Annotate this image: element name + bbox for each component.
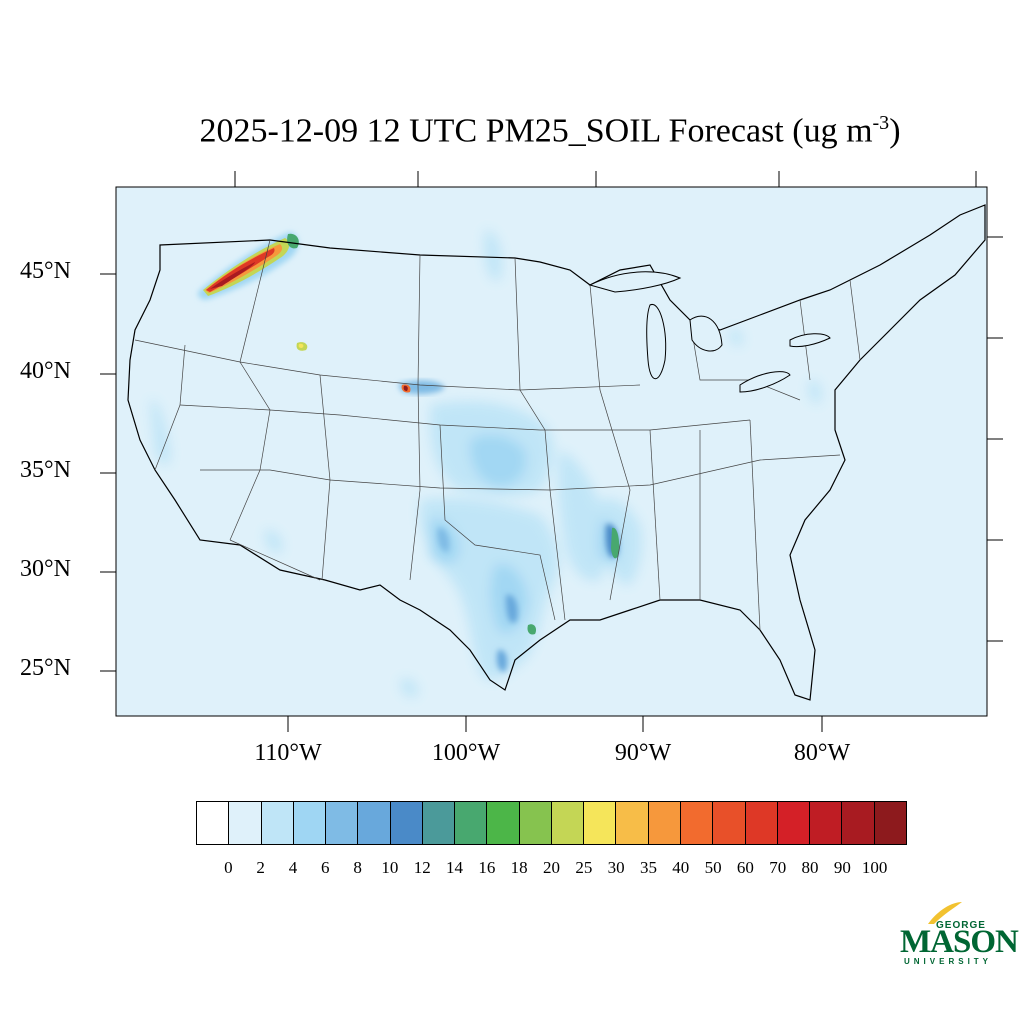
- colorbar-swatch: [584, 802, 617, 844]
- colorbar-label: 0: [224, 858, 233, 877]
- colorbar-label: 16: [478, 858, 496, 877]
- colorbar-swatch: [745, 802, 778, 844]
- gmu-logo: GEORGE MASON UNIVERSITY: [896, 900, 1019, 970]
- title-text: 2025-12-09 12 UTC PM25_SOIL Forecast (ug…: [199, 112, 873, 150]
- colorbar-swatch: [261, 802, 294, 844]
- colorbar-label: 50: [704, 858, 722, 877]
- title-close: ): [889, 112, 901, 150]
- colorbar-swatch: [713, 802, 746, 844]
- colorbar-swatch: [197, 802, 230, 844]
- colorbar-swatch: [519, 802, 552, 844]
- colorbar-label: 35: [639, 858, 657, 877]
- colorbar-swatch: [810, 802, 843, 844]
- hotspot-se-texas: [527, 624, 537, 635]
- colorbar-swatch: [229, 802, 262, 844]
- colorbar-swatch: [293, 802, 327, 844]
- colorbar-swatch: [648, 802, 681, 844]
- colorbar-swatch: [551, 802, 585, 844]
- colorbar-label: 14: [446, 858, 464, 877]
- colorbar-label: 10: [381, 858, 399, 877]
- colorbar-label: 100: [861, 858, 888, 877]
- lon-label-90w: 90°W: [614, 740, 672, 766]
- colorbar-label: 90: [833, 858, 851, 877]
- logo-george: GEORGE: [936, 920, 986, 931]
- colorbar-label: 12: [413, 858, 431, 877]
- logo-university: UNIVERSITY: [904, 957, 993, 966]
- lon-label-80w: 80°W: [793, 740, 851, 766]
- colorbar-label: 60: [736, 858, 754, 877]
- lat-label-30: 30°N: [20, 556, 71, 582]
- colorbar-swatch: [874, 802, 906, 844]
- state-boundaries: [134, 239, 861, 631]
- colorbar-swatch: [777, 802, 811, 844]
- lon-label-100w: 100°W: [431, 740, 501, 766]
- colorbar-swatch: [422, 802, 456, 844]
- lat-label-45: 45°N: [20, 258, 71, 284]
- colorbar-label: 70: [769, 858, 787, 877]
- colorbar-swatch: [358, 802, 391, 844]
- colorbar-swatch: [616, 802, 649, 844]
- title-superscript: -3: [872, 112, 890, 134]
- colorbar-label: 4: [288, 858, 298, 877]
- colorbar-label: 30: [607, 858, 625, 877]
- hotspot-mississippi-delta: [611, 527, 620, 559]
- lat-label-25: 25°N: [20, 655, 71, 681]
- colorbar-label: 20: [543, 858, 560, 877]
- lat-label-40: 40°N: [20, 358, 71, 384]
- colorbar-label: 2: [256, 858, 265, 877]
- hotspot-northwest-plume: [197, 232, 299, 300]
- colorbar-label: 25: [575, 858, 593, 877]
- colorbar-swatch: [842, 802, 875, 844]
- colorbar-swatch: [487, 802, 520, 844]
- colorbar-label: 6: [321, 858, 330, 877]
- colorbar-label: 18: [510, 858, 528, 877]
- colorbar-swatch: [455, 802, 488, 844]
- colorbar-label: 80: [801, 858, 819, 877]
- page-title: 2025-12-09 12 UTC PM25_SOIL Forecast (ug…: [0, 112, 1024, 150]
- colorbar: [196, 801, 907, 845]
- colorbar-label: 8: [353, 858, 362, 877]
- lon-label-110w: 110°W: [254, 740, 322, 766]
- great-lakes: [588, 271, 831, 393]
- logo-mason: MASON: [900, 924, 1019, 960]
- lat-label-35: 35°N: [20, 457, 71, 483]
- colorbar-label: 40: [672, 858, 690, 877]
- colorbar-swatch: [326, 802, 359, 844]
- map-frame: [115, 186, 988, 717]
- map-ticks: [100, 171, 1003, 732]
- hotspot-se-idaho: [296, 342, 308, 351]
- colorbar-swatch: [390, 802, 423, 844]
- leaf-icon: [928, 902, 962, 924]
- colorbar-swatch: [680, 802, 714, 844]
